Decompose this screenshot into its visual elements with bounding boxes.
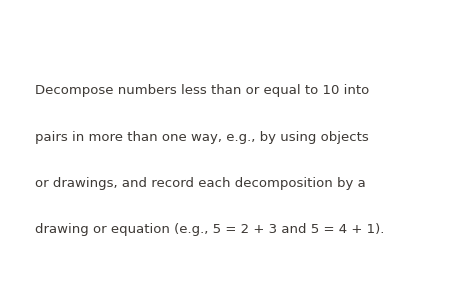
Text: drawing or equation (e.g., 5 = 2 + 3 and 5 = 4 + 1).: drawing or equation (e.g., 5 = 2 + 3 and… [35, 224, 385, 236]
Text: or drawings, and record each decomposition by a: or drawings, and record each decompositi… [35, 177, 366, 190]
Text: Decompose numbers less than or equal to 10 into: Decompose numbers less than or equal to … [35, 84, 370, 97]
Text: pairs in more than one way, e.g., by using objects: pairs in more than one way, e.g., by usi… [35, 130, 369, 143]
